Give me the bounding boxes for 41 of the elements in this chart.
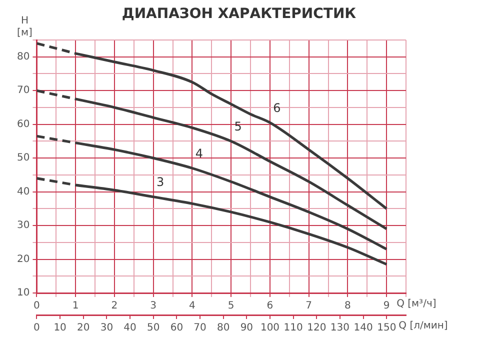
y-tick-label: 60 — [16, 118, 30, 130]
x-tick-label: 2 — [111, 300, 118, 312]
x2-tick-label: 100 — [260, 322, 280, 334]
x2-tick-label: 150 — [377, 322, 396, 334]
x-tick-label: 4 — [189, 300, 196, 312]
x-tick-label: 8 — [344, 300, 351, 312]
x2-tick-label: 120 — [307, 322, 326, 334]
x2-tick-label: 0 — [34, 322, 40, 334]
x-tick-label: 1 — [72, 300, 79, 312]
series-label: 3 — [156, 174, 164, 189]
x2-tick-label: 60 — [170, 322, 184, 334]
x-tick-label: 7 — [306, 300, 312, 312]
y-tick-label: 80 — [16, 51, 30, 62]
chart-title: ДИАПАЗОН ХАРАКТЕРИСТИК — [122, 6, 356, 22]
x-tick-label: 9 — [383, 300, 390, 312]
x2-tick-label: 50 — [146, 322, 160, 334]
x2-tick-label: 110 — [284, 322, 303, 334]
x2-tick-label: 80 — [216, 322, 230, 334]
x-tick-label: 5 — [228, 300, 234, 312]
x2-tick-label: 90 — [240, 322, 254, 334]
y-tick-label: 50 — [16, 152, 30, 164]
series-label: 4 — [195, 146, 204, 160]
x2-tick-label: 130 — [330, 322, 350, 334]
x2-tick-label: 70 — [194, 322, 206, 334]
x-tick-label: 6 — [266, 300, 274, 312]
x2-tick-label: 10 — [54, 322, 66, 334]
y-tick-label: 30 — [16, 220, 30, 232]
series-label: 6 — [273, 100, 281, 115]
y-tick-label: 10 — [16, 288, 30, 299]
x-tick-label: 0 — [34, 300, 40, 312]
x-tick-label: 3 — [150, 300, 157, 312]
y-tick-label: 40 — [16, 186, 30, 198]
y-axis-title: H [м] — [17, 16, 32, 39]
y-tick-label: 70 — [16, 85, 30, 96]
x2-axis-title: Q [л/мин] — [398, 320, 448, 332]
y-tick-label: 20 — [16, 254, 30, 265]
x2-tick-label: 30 — [100, 322, 114, 334]
x-axis-title: Q [м³/ч] — [396, 298, 436, 310]
x2-tick-label: 20 — [77, 322, 90, 334]
x2-tick-label: 40 — [124, 322, 136, 334]
x2-tick-label: 140 — [354, 322, 373, 334]
